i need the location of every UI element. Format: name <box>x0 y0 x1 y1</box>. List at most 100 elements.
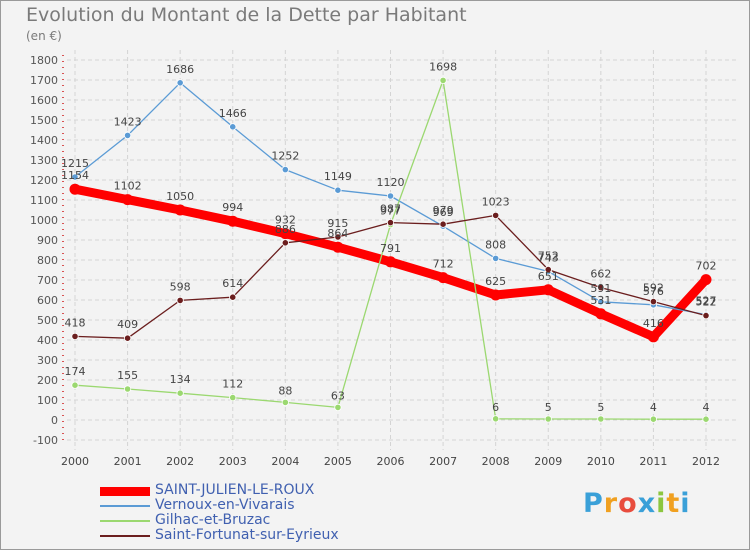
data-point <box>229 393 237 402</box>
data-point <box>385 256 396 268</box>
data-label: 134 <box>170 373 191 386</box>
legend-swatch <box>100 486 150 496</box>
logo-letter: i <box>680 488 691 519</box>
data-label: 418 <box>65 316 86 329</box>
y-tick-label: 1300 <box>30 154 58 167</box>
data-label: 4 <box>703 401 710 414</box>
y-tick-label: 1700 <box>30 74 58 87</box>
chart-title: Evolution du Montant de la Dette par Hab… <box>26 4 467 26</box>
data-point <box>123 385 132 393</box>
data-point <box>490 289 502 301</box>
legend-item: Gilhac-et-Bruzac <box>100 512 440 528</box>
data-point <box>229 123 237 131</box>
y-tick-label: 1000 <box>30 214 58 227</box>
y-tick-label: 800 <box>37 254 58 267</box>
x-tick-label: 2001 <box>114 455 142 468</box>
y-tick-label: 1500 <box>30 114 58 127</box>
data-label: 1686 <box>166 63 194 76</box>
y-tick-label: 500 <box>37 314 58 327</box>
legend-item: SAINT-JULIEN-LE-ROUX <box>100 482 440 498</box>
y-tick-label: 0 <box>51 414 58 427</box>
data-label: 1102 <box>114 180 142 193</box>
data-point <box>702 415 710 423</box>
x-tick-label: 2003 <box>219 455 247 468</box>
data-label: 63 <box>331 389 345 402</box>
y-tick-label: 1400 <box>30 134 58 147</box>
data-point <box>71 173 79 181</box>
legend-label: Gilhac-et-Bruzac <box>155 512 271 528</box>
x-tick-label: 2007 <box>429 455 457 468</box>
data-label: 1698 <box>429 60 457 73</box>
x-tick-label: 2005 <box>324 455 352 468</box>
logo-letter: P <box>583 488 604 519</box>
data-point <box>334 403 342 411</box>
legend-swatch <box>100 535 150 537</box>
legend-swatch <box>100 520 150 522</box>
y-tick-label: 600 <box>37 294 58 307</box>
data-point <box>71 332 79 340</box>
data-point <box>174 204 186 216</box>
data-label: 969 <box>433 206 454 219</box>
data-point <box>281 166 289 174</box>
data-label: 808 <box>485 238 506 251</box>
legend-label: SAINT-JULIEN-LE-ROUX <box>155 482 315 498</box>
data-label: 416 <box>643 317 664 330</box>
data-label: 979 <box>433 204 454 217</box>
x-tick-label: 2012 <box>692 455 720 468</box>
data-point <box>334 233 342 241</box>
data-label: 915 <box>327 217 348 230</box>
y-tick-label: 900 <box>37 234 58 247</box>
data-label: 752 <box>538 250 559 263</box>
data-point <box>597 298 605 306</box>
x-tick-label: 2002 <box>166 455 194 468</box>
x-tick-label: 2006 <box>377 455 405 468</box>
data-point <box>544 265 552 274</box>
chart-legend: SAINT-JULIEN-LE-ROUX Vernoux-en-Vivarais G… <box>100 482 440 543</box>
data-label: 614 <box>222 277 243 290</box>
data-point <box>439 220 447 228</box>
data-point <box>439 76 447 85</box>
logo-letter: t <box>666 488 681 519</box>
data-point <box>700 274 712 286</box>
data-label: 994 <box>222 201 243 214</box>
data-point <box>279 228 291 240</box>
data-point <box>123 131 132 139</box>
data-label: 1252 <box>271 150 299 163</box>
data-point <box>492 254 500 262</box>
data-label: 791 <box>380 242 401 255</box>
y-tick-label: 1600 <box>30 94 58 107</box>
data-point <box>123 334 132 342</box>
x-tick-label: 2011 <box>639 455 667 468</box>
data-label: 886 <box>275 223 296 236</box>
data-point <box>649 297 658 306</box>
data-point <box>702 311 710 320</box>
x-tick-label: 2009 <box>534 455 562 468</box>
data-label: 625 <box>485 275 506 288</box>
data-point <box>544 415 552 423</box>
data-label: 1023 <box>482 195 510 208</box>
data-point <box>332 241 344 253</box>
data-label: 88 <box>278 384 292 397</box>
data-point <box>176 296 184 304</box>
data-point <box>492 211 500 219</box>
data-label: 1120 <box>377 176 405 189</box>
data-point <box>597 283 605 292</box>
y-tick-label: 300 <box>37 354 58 367</box>
y-tick-label: -100 <box>33 434 58 447</box>
data-label: 5 <box>545 401 552 414</box>
data-label: 409 <box>117 318 138 331</box>
data-point <box>492 415 500 423</box>
data-label: 6 <box>492 401 499 414</box>
data-label: 651 <box>538 270 559 283</box>
data-point <box>71 381 79 389</box>
data-label: 977 <box>380 205 401 218</box>
data-label: 864 <box>327 227 348 240</box>
x-tick-label: 2010 <box>587 455 615 468</box>
data-label: 522 <box>696 296 717 309</box>
data-label: 1466 <box>219 107 247 120</box>
data-label: 531 <box>590 294 611 307</box>
x-tick-label: 2000 <box>61 455 89 468</box>
data-point <box>227 215 239 227</box>
